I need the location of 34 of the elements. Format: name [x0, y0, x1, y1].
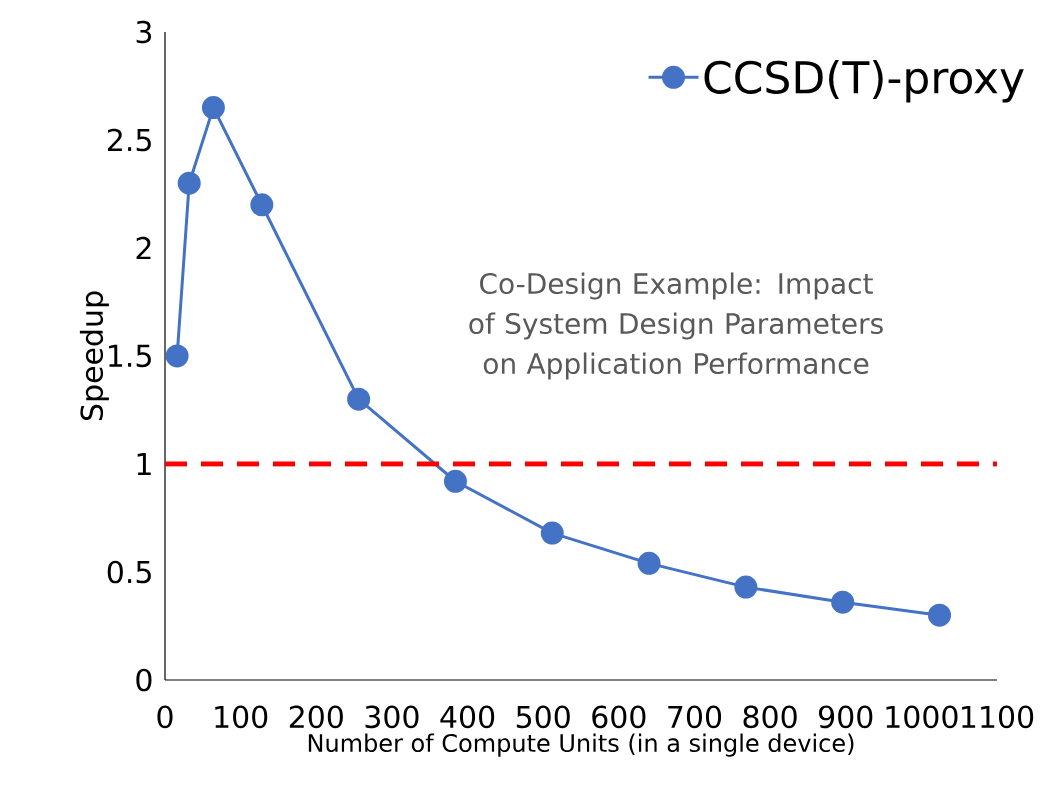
legend-label: CCSD(T)-proxy — [704, 59, 1024, 103]
y-tick-label: 0.5 — [107, 560, 151, 584]
point — [201, 96, 225, 120]
y-tick-label: 0 — [136, 668, 152, 692]
x-axis-title: Number of Compute Units (in a single device) — [308, 733, 854, 757]
x-tick-label: 1000 — [886, 705, 958, 729]
point — [165, 344, 189, 368]
point — [347, 387, 371, 411]
y-tick-label: 2 — [136, 236, 151, 260]
y-tick-label: 1.5 — [109, 344, 151, 368]
y-tick-label: 3 — [136, 20, 152, 44]
x-tick-label: 500 — [516, 705, 570, 729]
point — [250, 193, 274, 217]
annotation: Co-Design Example: Impact of System Design Parameters on Application Performance — [469, 272, 883, 380]
point — [540, 521, 564, 545]
point — [177, 171, 201, 195]
x-tick-label: 700 — [668, 705, 722, 729]
x-tick-label: 100 — [215, 705, 268, 729]
point — [831, 590, 855, 614]
point — [734, 575, 758, 599]
x-tick-label: 800 — [743, 705, 797, 729]
y-tick-label: 2.5 — [107, 128, 151, 152]
x-tick-label: 300 — [365, 705, 419, 729]
point — [928, 603, 952, 627]
x-tick-label: 200 — [289, 705, 343, 729]
x-tick-label: 400 — [440, 705, 495, 729]
point — [637, 551, 661, 575]
y-axis-title: Speedup — [79, 291, 109, 421]
x-tick-label: 1100 — [962, 705, 1034, 729]
x-tick-label: 0 — [157, 705, 173, 729]
point — [443, 469, 467, 493]
y-tick-label: 1 — [137, 453, 151, 475]
x-tick-label: 600 — [592, 705, 646, 729]
x-tick-label: 900 — [818, 705, 873, 729]
